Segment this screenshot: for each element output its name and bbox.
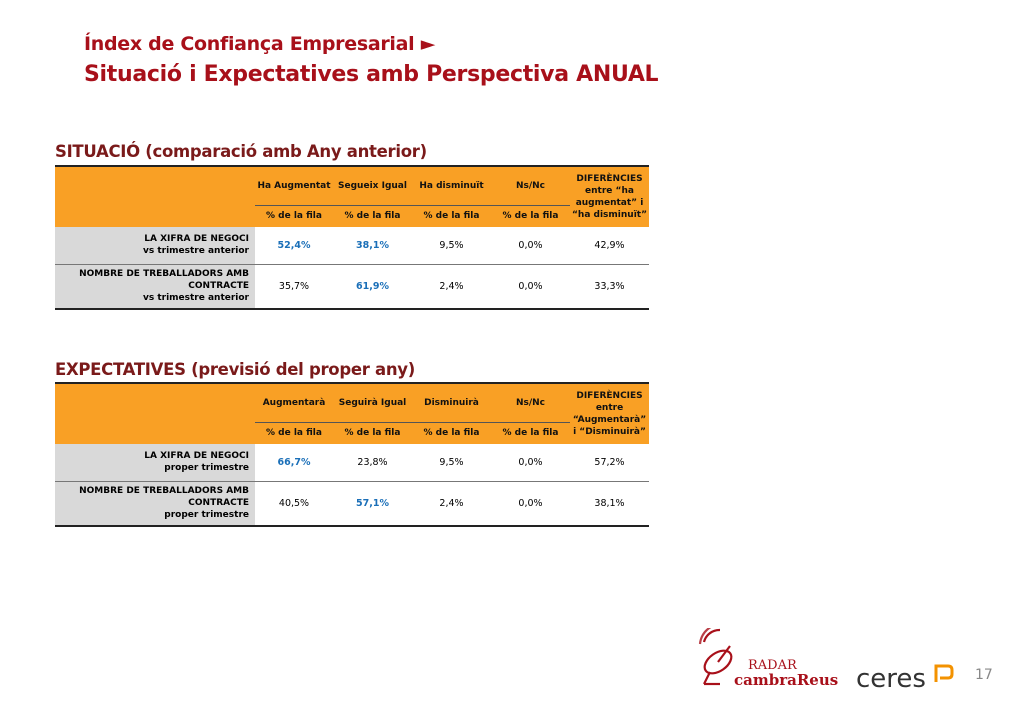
table-row: LA XIFRA DE NEGOCI vs trimestre anterior…	[55, 227, 649, 265]
table-cell: 61,9%	[333, 264, 412, 310]
diff-header-line: augmentat” i	[575, 198, 644, 208]
table-cell: 2,4%	[412, 264, 491, 310]
table-cell: 33,3%	[570, 264, 649, 310]
subheader: % de la fila	[333, 205, 412, 227]
col-header: Ha disminuït	[412, 165, 491, 206]
cambra-logo-text: cambraReus	[734, 671, 838, 689]
page-supertitle: Índex de Confiança Empresarial ►	[84, 33, 436, 55]
expectatives-table: Augmentarà Seguirà Igual Disminuirà Ns/N…	[55, 382, 649, 527]
col-header: Seguirà Igual	[333, 382, 412, 423]
row-label: NOMBRE DE TREBALLADORS AMB CONTRACTE vs …	[55, 264, 255, 310]
row-label-line: CONTRACTE	[188, 281, 249, 292]
col-header: Ha Augmentat	[255, 165, 333, 206]
subheader: % de la fila	[255, 205, 333, 227]
row-label-line: CONTRACTE	[188, 498, 249, 509]
table-subheader-row: % de la fila % de la fila % de la fila %…	[55, 205, 649, 227]
table-row: NOMBRE DE TREBALLADORS AMB CONTRACTE vs …	[55, 264, 649, 310]
table-cell: 38,1%	[570, 481, 649, 527]
row-label-line: LA XIFRA DE NEGOCI	[144, 451, 249, 462]
table-cell: 2,4%	[412, 481, 491, 527]
ceres-logo-text: ceres	[856, 664, 926, 692]
col-header: Disminuirà	[412, 382, 491, 423]
diff-header-line: DIFERÈNCIES	[576, 391, 643, 401]
table-cell: 52,4%	[255, 227, 333, 265]
diff-header-line: DIFERÈNCIES	[576, 174, 643, 184]
row-label-line: NOMBRE DE TREBALLADORS AMB	[79, 269, 249, 280]
radar-logo-text: RADAR	[748, 658, 798, 673]
header-corner	[55, 165, 255, 227]
diff-header-line: “ha disminuït”	[572, 210, 647, 220]
row-label-line: vs trimestre anterior	[142, 293, 249, 304]
subheader: % de la fila	[491, 205, 570, 227]
row-label: NOMBRE DE TREBALLADORS AMB CONTRACTE pro…	[55, 481, 255, 527]
table-row: LA XIFRA DE NEGOCI proper trimestre 66,7…	[55, 444, 649, 482]
table-header-row: Ha Augmentat Segueix Igual Ha disminuït …	[55, 165, 649, 227]
col-header: Ns/Nc	[491, 382, 570, 423]
row-label-line: proper trimestre	[164, 463, 249, 474]
row-label-line: NOMBRE DE TREBALLADORS AMB	[79, 486, 249, 497]
diff-header-line: “Augmentarà”	[572, 415, 647, 425]
table-cell: 0,0%	[491, 227, 570, 265]
table-cell: 0,0%	[491, 481, 570, 527]
diff-header-line: entre	[595, 403, 624, 413]
subheader: % de la fila	[255, 422, 333, 444]
table-cell: 42,9%	[570, 227, 649, 265]
radar-cambra-reus-logo: RADAR cambraReus	[698, 628, 838, 689]
subheader: % de la fila	[412, 422, 491, 444]
row-label-line: proper trimestre	[164, 510, 249, 521]
ceres-logo: ceres	[856, 664, 954, 692]
table-cell: 0,0%	[491, 264, 570, 310]
table-row: NOMBRE DE TREBALLADORS AMB CONTRACTE pro…	[55, 481, 649, 527]
subheader: % de la fila	[491, 422, 570, 444]
diff-header: DIFERÈNCIES entre “Augmentarà” i “Dismin…	[570, 382, 649, 444]
situacio-table: Ha Augmentat Segueix Igual Ha disminuït …	[55, 165, 649, 310]
table-cell: 38,1%	[333, 227, 412, 265]
table-cell: 0,0%	[491, 444, 570, 482]
diff-header-line: i “Disminuirà”	[573, 427, 646, 437]
expectatives-section-title: EXPECTATIVES (previsió del proper any)	[55, 360, 415, 379]
table-cell: 23,8%	[333, 444, 412, 482]
col-header: Segueix Igual	[333, 165, 412, 206]
table-header-row: Augmentarà Seguirà Igual Disminuirà Ns/N…	[55, 382, 649, 444]
subheader: % de la fila	[412, 205, 491, 227]
table-cell: 9,5%	[412, 444, 491, 482]
table-cell: 9,5%	[412, 227, 491, 265]
page-title: Situació i Expectatives amb Perspectiva …	[84, 62, 659, 87]
table-subheader-row: % de la fila % de la fila % de la fila %…	[55, 422, 649, 444]
diff-header: DIFERÈNCIES entre “ha augmentat” i “ha d…	[570, 165, 649, 227]
col-header: Augmentarà	[255, 382, 333, 423]
row-label-line: LA XIFRA DE NEGOCI	[144, 234, 249, 245]
table-cell: 57,1%	[333, 481, 412, 527]
row-label: LA XIFRA DE NEGOCI proper trimestre	[55, 444, 255, 482]
ceres-mark-icon	[934, 664, 954, 682]
header-corner	[55, 382, 255, 444]
table-cell: 35,7%	[255, 264, 333, 310]
row-label-line: vs trimestre anterior	[142, 246, 249, 257]
table-cell: 66,7%	[255, 444, 333, 482]
page-number: 17	[975, 667, 993, 683]
radar-dish-icon	[698, 628, 733, 686]
table-cell: 57,2%	[570, 444, 649, 482]
row-label: LA XIFRA DE NEGOCI vs trimestre anterior	[55, 227, 255, 265]
diff-header-line: entre “ha	[585, 186, 634, 196]
col-header: Ns/Nc	[491, 165, 570, 206]
table-cell: 40,5%	[255, 481, 333, 527]
subheader: % de la fila	[333, 422, 412, 444]
situacio-section-title: SITUACIÓ (comparació amb Any anterior)	[55, 142, 427, 161]
